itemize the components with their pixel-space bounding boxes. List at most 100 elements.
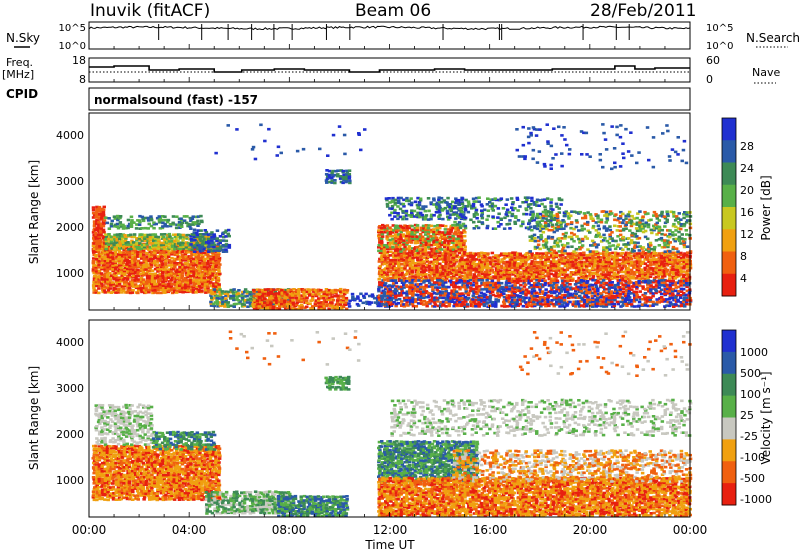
freq-unit: [MHz] [2,68,34,81]
noise-tick-top-left: 10^5 [59,23,86,34]
heatmap-cell [170,257,173,260]
heatmap-cell [446,276,449,279]
heatmap-cell [136,292,139,295]
heatmap-cell [469,279,472,282]
heatmap-cell [314,293,317,296]
heatmap-cell [615,269,618,272]
heatmap-cell [475,267,478,270]
heatmap-cell [486,301,489,304]
heatmap-cell [291,299,294,302]
heatmap-cell [216,237,219,240]
heatmap-cell [444,265,447,268]
heatmap-cell [457,286,460,289]
heatmap-cell [586,280,589,283]
heatmap-cell [214,285,217,288]
heatmap-cell [522,305,525,308]
heatmap-cell [192,279,195,282]
heatmap-cell [217,277,220,280]
heatmap-cell [633,305,636,308]
heatmap-cell [410,281,413,284]
heatmap-cell [175,258,178,261]
heatmap-cell [278,305,281,308]
heatmap-cell [336,295,339,298]
heatmap-cell [119,221,122,224]
heatmap-cell [483,261,486,264]
heatmap-cell [685,303,688,306]
heatmap-cell [389,254,392,257]
heatmap-cell [206,285,209,288]
heatmap-cell [154,242,157,245]
heatmap-cell [286,303,289,306]
heatmap-cell [209,281,212,284]
heatmap-cell [651,301,654,304]
heatmap-cell [400,300,403,303]
heatmap-cell [453,267,456,270]
heatmap-cell [395,282,398,285]
heatmap-cell [237,289,240,292]
heatmap-cell [116,244,119,247]
heatmap-cell [632,271,635,274]
heatmap-cell [114,260,117,263]
nsearch-label: N.Search [746,31,800,45]
heatmap-cell [666,269,669,272]
heatmap-cell [347,302,350,305]
heatmap-cell [668,254,671,257]
heatmap-cell [297,288,300,291]
heatmap-cell [422,265,425,268]
heatmap-cell [449,261,452,264]
heatmap-cell [394,292,397,295]
heatmap-cell [219,242,222,245]
heatmap-cell [543,279,546,282]
heatmap-cell [102,225,105,228]
noise-trace [89,24,690,40]
heatmap-cell [151,273,154,276]
heatmap-cell [141,216,144,219]
heatmap-cell [599,296,602,299]
heatmap-cell [142,278,145,281]
heatmap-cell [458,267,461,270]
heatmap-cell [200,289,203,292]
heatmap-cell [508,275,511,278]
noise-tick-bottom-left: 10^0 [59,41,86,52]
heatmap-cell [381,235,384,238]
heatmap-cell [145,262,148,265]
heatmap-cell [201,236,204,239]
heatmap-cell [421,236,424,239]
heatmap-cell [596,274,599,277]
heatmap-cell [177,224,180,227]
heatmap-cell [168,240,171,243]
heatmap-cell [330,295,333,298]
heatmap-cell [252,289,255,292]
heatmap-cell [119,215,122,218]
heatmap-cell [419,290,422,293]
heatmap-cell [129,234,132,237]
heatmap-cell [106,222,109,225]
heatmap-cell [380,272,383,275]
heatmap-cell [364,293,367,296]
heatmap-cell [280,289,283,292]
heatmap-cell [404,237,407,240]
heatmap-cell [217,255,220,258]
heatmap-cell [114,251,117,254]
nsky-line [89,26,690,29]
date-title: 28/Feb/2011 [590,1,696,21]
heatmap-cell [140,287,143,290]
heatmap-cell [488,256,491,259]
heatmap-cell [399,294,402,297]
heatmap-cell [111,281,114,284]
heatmap-cell [546,294,549,297]
heatmap-cell [580,290,583,293]
heatmap-cell [388,296,391,299]
power-cells [92,123,693,310]
heatmap-cell [455,290,458,293]
heatmap-cell [666,280,669,283]
heatmap-cell [663,293,666,296]
heatmap-cell [378,278,381,281]
heatmap-cell [154,233,157,236]
heatmap-cell [394,279,397,282]
heatmap-cell [616,273,619,276]
heatmap-cell [672,252,675,255]
heatmap-cell [593,263,596,266]
heatmap-cell [138,219,141,222]
